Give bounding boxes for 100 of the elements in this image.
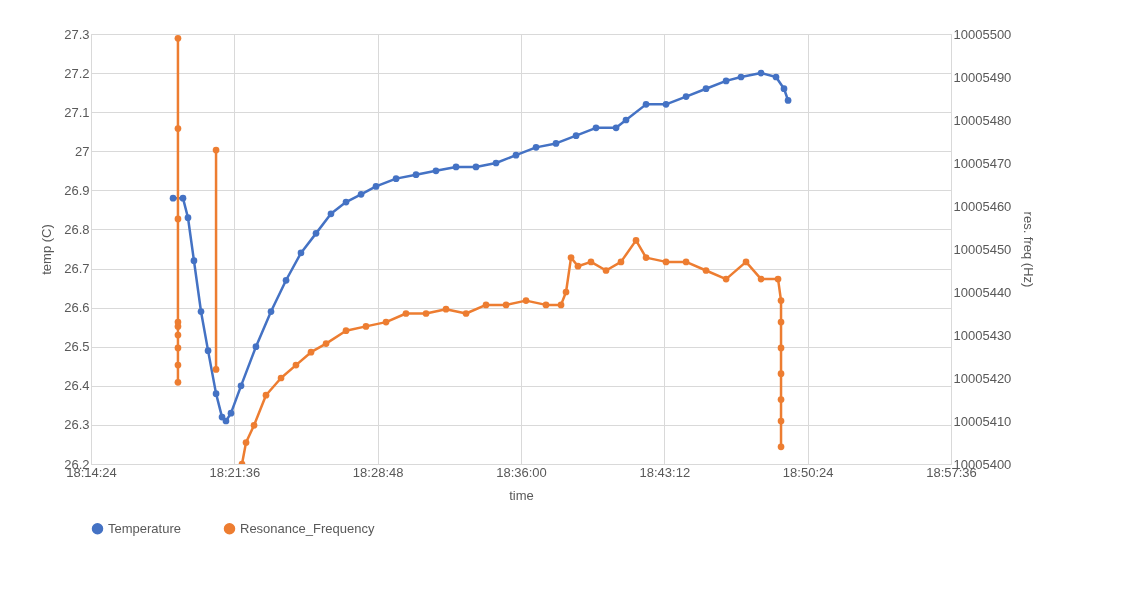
point: [612, 124, 620, 132]
y-tick-label: 27.1: [64, 104, 90, 120]
point: [662, 258, 670, 266]
x-tick-label: 18:36:00: [496, 464, 547, 480]
point: [757, 275, 765, 283]
point: [777, 297, 785, 304]
point: [297, 249, 305, 257]
point: [267, 308, 275, 315]
point: [252, 343, 260, 351]
y-tick-label: 26.6: [64, 300, 90, 316]
y2-tick-label: 10005430: [953, 327, 1012, 343]
y2-tick-label: 10005490: [953, 69, 1012, 85]
point: [562, 288, 570, 296]
point: [402, 310, 410, 317]
point: [242, 439, 250, 446]
point: [512, 151, 520, 159]
point: [552, 140, 560, 147]
point: [777, 417, 785, 425]
point: [777, 344, 785, 352]
point: [462, 310, 470, 317]
point: [622, 116, 630, 124]
y2-tick-label: 10005460: [953, 198, 1012, 214]
point: [222, 417, 230, 425]
y2-tick-label: 10005480: [953, 112, 1012, 128]
point: [372, 183, 380, 190]
point: [174, 361, 182, 369]
y-tick-label: 27: [75, 143, 90, 159]
point: [780, 85, 788, 93]
x-tick-label: 18:28:48: [352, 464, 404, 480]
point: [682, 258, 690, 266]
point: [532, 144, 540, 151]
point: [542, 301, 550, 309]
point: [432, 167, 440, 175]
point: [682, 93, 690, 100]
point: [422, 310, 430, 317]
point: [502, 301, 510, 309]
point: [327, 210, 335, 218]
point: [574, 262, 582, 270]
point: [169, 194, 177, 202]
x-axis-title: time: [509, 487, 534, 503]
point: [212, 146, 220, 154]
point: [722, 77, 730, 85]
y2-tick-label: 10005450: [953, 241, 1012, 257]
point: [212, 390, 220, 397]
point: [777, 443, 785, 451]
point: [382, 318, 390, 326]
y-tick-label: 26.7: [64, 261, 90, 277]
point: [307, 348, 315, 356]
legend-label: Temperature: [108, 520, 181, 536]
point: [342, 327, 350, 335]
y2-tick-label: 10005500: [953, 26, 1012, 42]
legend-label: Resonance_Frequency: [240, 520, 375, 536]
point: [179, 194, 187, 202]
point: [772, 73, 780, 81]
point: [567, 254, 575, 261]
point: [777, 396, 785, 403]
point: [774, 275, 782, 283]
point: [742, 258, 750, 266]
point: [357, 190, 365, 198]
point: [412, 171, 420, 179]
point: [174, 331, 182, 339]
point: [572, 132, 580, 139]
point: [392, 175, 400, 182]
y2-tick-label: 10005410: [953, 413, 1012, 429]
point: [777, 318, 785, 326]
point: [777, 370, 785, 378]
y-tick-label: 26.9: [64, 182, 90, 198]
point: [190, 257, 198, 265]
point: [277, 374, 285, 382]
point: [174, 344, 182, 352]
point: [722, 275, 730, 283]
y2-tick-label: 10005470: [953, 155, 1012, 171]
point: [174, 34, 182, 42]
point: [312, 230, 320, 237]
point: [250, 421, 258, 429]
point: [602, 267, 610, 274]
point: [702, 85, 710, 93]
point: [362, 323, 370, 330]
y-tick-label: 26.5: [64, 339, 90, 355]
point: [237, 382, 245, 390]
point: [262, 391, 270, 399]
point: [204, 347, 212, 354]
point: [184, 214, 192, 222]
point: [592, 124, 600, 132]
point: [282, 276, 290, 284]
x-tick-label: 18:43:12: [639, 464, 691, 480]
point: [642, 254, 650, 261]
point: [482, 301, 490, 309]
point: [662, 101, 670, 108]
y-tick-label: 27.2: [64, 65, 90, 81]
point: [587, 258, 595, 266]
x-tick-label: 18:50:24: [782, 464, 834, 480]
point: [784, 97, 792, 104]
point: [197, 308, 205, 315]
point: [737, 73, 745, 81]
point: [452, 163, 460, 171]
y-axis-title: temp (C): [39, 224, 55, 275]
point: [617, 258, 625, 266]
point: [322, 340, 330, 347]
point: [442, 305, 450, 313]
